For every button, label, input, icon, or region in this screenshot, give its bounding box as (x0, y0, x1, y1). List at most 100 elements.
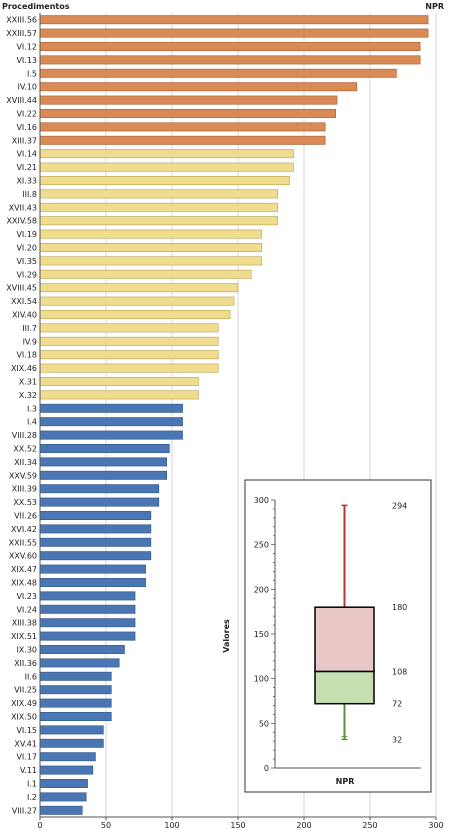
category-label: XIII.39 (12, 485, 37, 494)
category-label: VI.19 (16, 230, 37, 239)
x-tick-label: 150 (230, 821, 245, 830)
category-label: XVII.43 (9, 203, 37, 212)
bar (39, 524, 152, 534)
category-label: XXIII.57 (6, 29, 37, 38)
category-label: VI.16 (16, 123, 37, 132)
category-label: II.6 (25, 672, 37, 681)
category-label: VI.24 (16, 605, 37, 614)
box-value-label: 72 (392, 700, 402, 709)
bar (39, 738, 104, 748)
x-tick-label: 100 (164, 821, 179, 830)
bar (39, 591, 136, 601)
bar (39, 658, 120, 668)
category-label: VIII.27 (12, 806, 37, 815)
bar (39, 671, 112, 681)
bar (39, 162, 294, 172)
bar (39, 564, 146, 574)
bar (39, 511, 152, 520)
category-label: XV.41 (14, 739, 37, 748)
bar (39, 42, 421, 51)
category-label: X.32 (19, 391, 37, 400)
box-upper (314, 606, 375, 673)
bar (39, 122, 326, 132)
bar (39, 551, 152, 561)
category-label: XII.36 (14, 659, 37, 668)
inset-tick-label: 150 (254, 630, 269, 639)
category-label: XXII.55 (9, 538, 37, 547)
x-tick-label: 50 (101, 821, 111, 830)
bar (39, 310, 231, 319)
inset-tick-label: 100 (254, 675, 269, 684)
bar (39, 685, 112, 695)
bar (39, 805, 83, 815)
bar (39, 256, 263, 266)
category-label: III.8 (22, 190, 37, 199)
bar (39, 497, 160, 507)
category-label: XIX.49 (11, 699, 37, 708)
box-value-label: 108 (392, 668, 407, 677)
box-value-label: 294 (392, 501, 407, 510)
bar (39, 176, 290, 185)
category-label: XIX.50 (11, 713, 37, 722)
bar (39, 604, 136, 614)
category-label: I.5 (27, 69, 37, 78)
bar (39, 698, 112, 708)
category-label: XIX.47 (11, 565, 37, 574)
bar (39, 484, 160, 494)
inset-x-label: NPR (336, 777, 355, 786)
bar (39, 578, 146, 587)
bar (39, 296, 235, 306)
category-label: VII.25 (14, 686, 37, 695)
box-lower (314, 670, 375, 705)
category-label: VIII.28 (12, 431, 37, 440)
category-label: XIV.40 (12, 311, 37, 320)
bar (39, 149, 294, 159)
category-label: VI.12 (16, 43, 37, 52)
category-label: V.11 (20, 766, 37, 775)
x-tick-label: 200 (296, 821, 311, 830)
category-label: VI.29 (16, 270, 37, 279)
x-tick-label: 250 (362, 821, 377, 830)
inset-tick-label: 250 (254, 541, 269, 550)
x-tick-label: 0 (37, 821, 42, 830)
bar (39, 216, 278, 226)
inset-tick-label: 0 (264, 764, 269, 773)
category-label: I.1 (27, 780, 37, 789)
category-label: XX.53 (13, 498, 37, 507)
category-label: XIII.37 (12, 136, 37, 145)
category-label: XIX.48 (11, 579, 37, 588)
bar (39, 390, 199, 400)
category-label: VI.22 (16, 110, 37, 119)
bar (39, 444, 170, 453)
bar (39, 645, 125, 654)
category-label: VI.35 (16, 257, 37, 266)
bar (39, 55, 421, 65)
category-label: I.4 (27, 418, 37, 427)
category-label: VI.14 (16, 150, 37, 159)
category-label: VI.15 (16, 726, 37, 735)
category-label: VII.26 (14, 512, 37, 521)
bar (39, 350, 219, 360)
bar (39, 712, 112, 721)
category-label: XXIII.56 (6, 16, 37, 25)
bar (39, 15, 429, 25)
category-label: XII.34 (14, 458, 37, 467)
bar (39, 792, 87, 802)
bar (39, 82, 358, 92)
bar (39, 243, 263, 252)
bar (39, 470, 168, 480)
bar (39, 779, 88, 788)
category-label: XVIII.45 (6, 284, 37, 293)
category-label: IV.9 (23, 337, 37, 346)
bar (39, 283, 239, 293)
bar (39, 725, 104, 735)
category-label: XXV.60 (9, 552, 37, 561)
inset-tick-label: 50 (259, 719, 269, 728)
bar (39, 417, 183, 427)
bar (39, 631, 136, 641)
bar (39, 323, 219, 333)
category-label: VI.21 (16, 163, 37, 172)
y-axis-title: Procedimentos (2, 2, 70, 11)
box-value-label: 32 (392, 735, 402, 744)
